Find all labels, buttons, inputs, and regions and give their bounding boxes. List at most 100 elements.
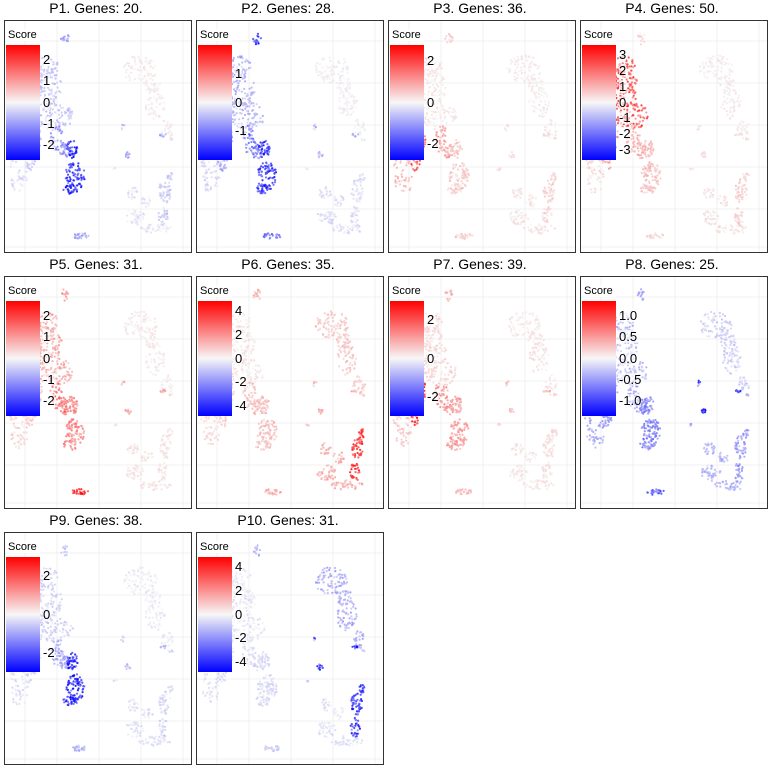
- cell-point: [528, 69, 531, 72]
- cell-point: [513, 78, 516, 81]
- cell-point: [512, 219, 516, 222]
- cell-point: [240, 90, 243, 93]
- cell-point: [723, 95, 726, 98]
- cell-point: [586, 162, 590, 165]
- cell-point: [359, 177, 362, 180]
- cell-point: [148, 60, 151, 63]
- cell-point: [328, 212, 331, 215]
- cell-point: [216, 185, 219, 188]
- cell-point: [252, 153, 255, 156]
- cell-point: [54, 345, 58, 348]
- cell-point: [633, 124, 636, 127]
- cell-point: [744, 124, 747, 127]
- cell-point: [339, 75, 342, 78]
- cell-point: [353, 98, 356, 101]
- cell-point: [233, 63, 236, 67]
- cell-point: [431, 72, 434, 75]
- cell-point: [162, 119, 165, 123]
- cell-point: [744, 175, 747, 178]
- cell-point: [146, 202, 149, 205]
- cell-point: [158, 83, 161, 86]
- cell-point: [540, 94, 543, 97]
- cell-point: [516, 212, 519, 215]
- cell-point: [637, 154, 641, 157]
- cell-point: [515, 80, 518, 83]
- cell-point: [43, 93, 47, 96]
- cell-point: [63, 293, 66, 296]
- cell-point: [645, 111, 648, 114]
- plot-area: Score 2 1 0 -1 -2: [4, 276, 192, 509]
- cell-point: [532, 73, 535, 76]
- cell-point: [330, 74, 333, 77]
- cell-point: [54, 348, 57, 351]
- cell-point: [451, 148, 454, 151]
- cell-point: [741, 231, 745, 234]
- cell-point: [342, 198, 345, 201]
- cell-point: [67, 114, 70, 117]
- cell-point: [29, 169, 32, 172]
- cell-point: [721, 103, 724, 106]
- cell-point: [543, 114, 546, 117]
- cell-point: [319, 213, 322, 216]
- cell-point: [447, 152, 450, 155]
- cell-point: [345, 102, 348, 105]
- cell-point: [324, 186, 328, 189]
- cell-point: [632, 122, 635, 125]
- cell-point: [743, 190, 746, 194]
- cell-point: [75, 150, 78, 153]
- legend-tick-label: 2: [43, 51, 51, 67]
- cell-point: [734, 188, 738, 191]
- cell-point: [626, 105, 629, 108]
- cell-point: [439, 116, 442, 119]
- cell-point: [633, 150, 636, 153]
- cell-point: [702, 63, 705, 66]
- cell-point: [352, 212, 355, 215]
- cell-point: [546, 95, 549, 98]
- cell-point: [721, 57, 724, 61]
- legend-tick-label: 0: [235, 94, 243, 110]
- cell-point: [730, 63, 733, 66]
- cell-point: [148, 91, 151, 94]
- cell-point: [598, 169, 601, 172]
- cell-point: [243, 92, 247, 95]
- cell-point: [9, 415, 12, 418]
- cell-point: [399, 161, 402, 164]
- cell-point: [142, 66, 145, 69]
- cell-point: [40, 86, 43, 89]
- cell-point: [447, 32, 450, 36]
- cell-point: [204, 189, 207, 192]
- cell-point: [156, 223, 159, 226]
- cell-point: [166, 177, 169, 180]
- cell-point: [637, 126, 640, 129]
- cell-point: [448, 179, 452, 183]
- cell-point: [331, 218, 335, 221]
- cell-point: [531, 231, 534, 234]
- cell-point: [633, 64, 636, 67]
- cell-point: [241, 117, 245, 120]
- cell-point: [259, 141, 262, 144]
- cell-point: [271, 234, 274, 237]
- cell-point: [69, 178, 72, 181]
- cell-point: [443, 111, 446, 114]
- cell-point: [626, 63, 629, 66]
- cell-point: [434, 111, 437, 114]
- cell-point: [450, 191, 453, 194]
- cell-point: [725, 196, 728, 199]
- cell-point: [736, 129, 739, 132]
- cell-point: [541, 83, 544, 86]
- cell-point: [77, 167, 80, 170]
- cell-point: [637, 139, 640, 142]
- cell-point: [428, 123, 431, 127]
- cell-point: [354, 120, 357, 123]
- cell-point: [453, 189, 456, 192]
- cell-point: [234, 90, 237, 93]
- cell-point: [442, 77, 445, 80]
- cell-point: [274, 179, 277, 182]
- cell-point: [54, 351, 57, 355]
- cell-point: [11, 432, 14, 435]
- cell-point: [164, 126, 167, 129]
- cell-point: [466, 176, 469, 179]
- cell-point: [356, 210, 359, 213]
- cell-point: [427, 74, 430, 77]
- cell-point: [325, 64, 328, 67]
